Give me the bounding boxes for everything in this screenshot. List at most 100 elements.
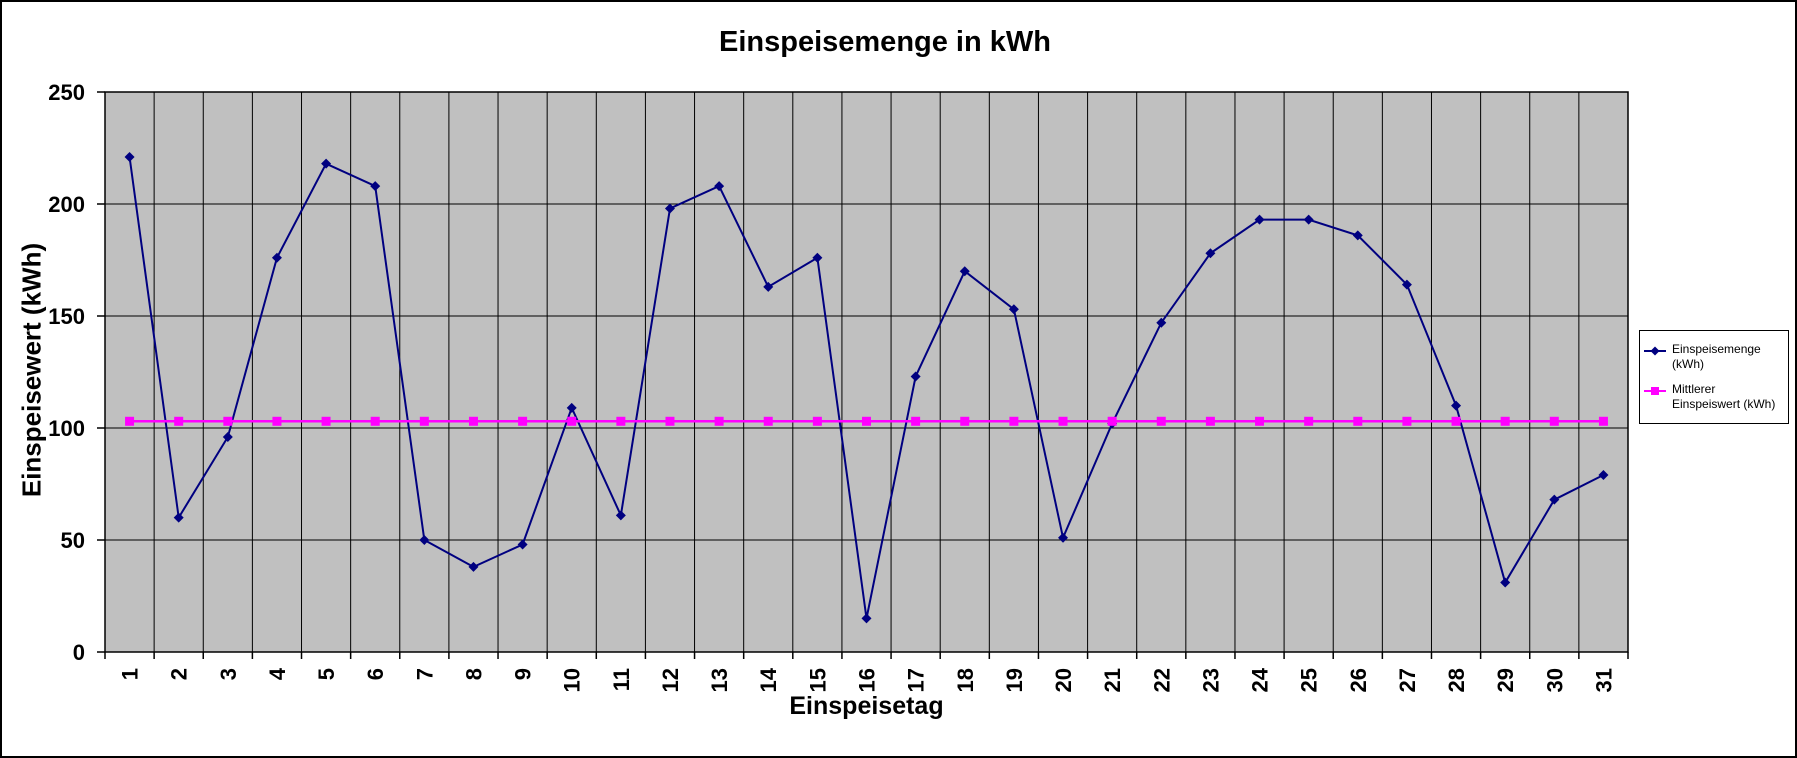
x-axis-title: Einspeisetag xyxy=(789,692,944,720)
data-point-square xyxy=(321,416,331,426)
data-point-square xyxy=(1549,416,1559,426)
data-point-square xyxy=(862,416,871,426)
data-point-diamond xyxy=(1598,470,1609,481)
legend-label-line: Einspeisemenge xyxy=(1672,342,1761,356)
data-point-diamond xyxy=(566,402,577,413)
data-point-square xyxy=(1156,416,1166,426)
x-tick-label: 3 xyxy=(216,668,241,680)
data-point-square xyxy=(518,416,528,426)
data-point-diamond xyxy=(468,561,479,572)
x-tick-label: 7 xyxy=(412,668,437,680)
y-tick-label: 0 xyxy=(73,640,85,665)
data-point-square xyxy=(1255,416,1265,426)
x-tick-label: 25 xyxy=(1297,668,1322,692)
data-point-diamond xyxy=(959,266,970,277)
data-point-square xyxy=(1107,416,1117,426)
legend-label-line: Einspeiswert (kWh) xyxy=(1672,397,1776,411)
x-tick-label: 24 xyxy=(1248,667,1273,692)
legend-item-mittelwert: Mittlerer Einspeiswert (kWh) xyxy=(1644,382,1786,412)
data-point-square xyxy=(1353,416,1363,426)
x-tick-label: 19 xyxy=(1002,668,1027,692)
x-tick-label: 29 xyxy=(1493,668,1518,692)
data-point-square xyxy=(419,416,429,426)
data-point-diamond xyxy=(321,158,332,169)
data-point-diamond xyxy=(1451,400,1462,411)
x-tick-label: 13 xyxy=(707,668,732,692)
data-point-square xyxy=(1598,416,1608,426)
data-point-diamond xyxy=(1549,494,1560,505)
data-point-diamond xyxy=(1254,214,1265,225)
x-tick-label: 8 xyxy=(461,668,486,680)
y-tick-label: 250 xyxy=(48,80,85,105)
data-point-square xyxy=(223,416,233,426)
y-tick-label: 50 xyxy=(61,528,85,553)
y-tick-label: 150 xyxy=(48,304,85,329)
data-point-diamond xyxy=(615,510,626,521)
x-tick-label: 15 xyxy=(805,668,830,692)
legend: Einspeisemenge (kWh) Mittlerer Einspeisw… xyxy=(1639,330,1789,424)
legend-label-line: Mittlerer xyxy=(1672,382,1716,396)
data-point-diamond xyxy=(664,203,675,214)
legend-label-mittelwert: Mittlerer Einspeiswert (kWh) xyxy=(1672,382,1775,412)
x-tick-label: 10 xyxy=(560,668,585,692)
legend-line-diamond-icon xyxy=(1644,346,1666,356)
x-tick-label: 4 xyxy=(265,667,290,680)
y-tick-label: 100 xyxy=(48,416,85,441)
data-point-square xyxy=(714,416,724,426)
x-tick-label: 21 xyxy=(1100,668,1125,692)
x-tick-label: 11 xyxy=(609,668,634,691)
x-tick-label: 6 xyxy=(363,668,388,680)
data-point-diamond xyxy=(271,252,282,263)
data-point-square xyxy=(1058,416,1068,426)
data-point-square xyxy=(812,416,822,426)
legend-label-line: (kWh) xyxy=(1672,357,1704,371)
data-point-diamond xyxy=(1058,532,1069,543)
data-point-diamond xyxy=(1352,230,1363,241)
data-point-square xyxy=(468,416,478,426)
data-point-diamond xyxy=(124,151,135,162)
x-tick-label: 12 xyxy=(658,668,683,692)
data-point-diamond xyxy=(763,281,774,292)
data-point-square xyxy=(125,416,135,426)
x-tick-label: 30 xyxy=(1542,668,1567,692)
x-tick-label: 23 xyxy=(1198,668,1223,692)
plot-border xyxy=(104,91,1629,653)
data-point-diamond xyxy=(370,181,381,192)
data-point-diamond xyxy=(1008,304,1019,315)
x-tick-label: 17 xyxy=(904,668,929,692)
x-tick-label: 26 xyxy=(1346,668,1371,692)
data-point-square xyxy=(665,416,675,426)
data-point-square xyxy=(1304,416,1314,426)
data-point-diamond xyxy=(812,252,823,263)
x-tick-label: 14 xyxy=(756,667,781,692)
data-point-diamond xyxy=(517,539,528,550)
data-point-square xyxy=(1500,416,1510,426)
x-tick-label: 31 xyxy=(1591,668,1616,692)
data-point-square xyxy=(370,416,380,426)
x-tick-label: 16 xyxy=(855,668,880,692)
data-point-diamond xyxy=(419,535,430,545)
x-tick-label: 9 xyxy=(511,668,536,680)
data-point-square xyxy=(763,416,773,426)
data-point-diamond xyxy=(222,431,233,442)
x-tick-label: 1 xyxy=(118,668,143,680)
legend-line-square-icon xyxy=(1644,387,1666,395)
data-point-square xyxy=(1402,416,1412,426)
plot-background xyxy=(105,92,1628,652)
data-point-square xyxy=(616,416,626,426)
x-tick-label: 28 xyxy=(1444,668,1469,692)
data-point-diamond xyxy=(1205,248,1216,259)
data-point-diamond xyxy=(1156,317,1167,328)
data-point-square xyxy=(272,416,282,426)
legend-item-einspeisemenge: Einspeisemenge (kWh) xyxy=(1644,342,1786,372)
legend-label-einspeisemenge: Einspeisemenge (kWh) xyxy=(1672,342,1761,372)
data-point-square xyxy=(1451,416,1461,426)
data-point-square xyxy=(567,416,577,426)
chart-title: Einspeisemenge in kWh xyxy=(719,26,1051,58)
data-point-square xyxy=(960,416,970,426)
x-tick-label: 18 xyxy=(953,668,978,692)
data-point-diamond xyxy=(1401,279,1412,290)
x-tick-label: 20 xyxy=(1051,668,1076,692)
data-point-diamond xyxy=(1500,577,1511,588)
